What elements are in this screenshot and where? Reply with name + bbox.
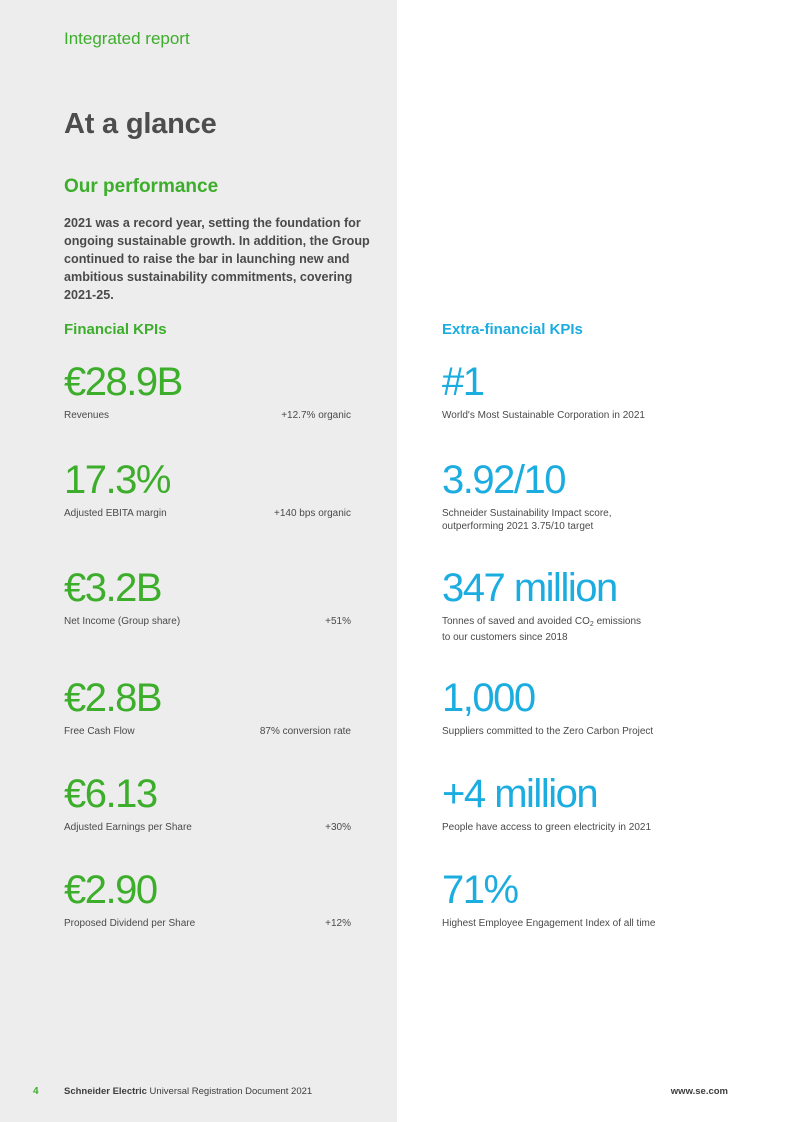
kpi-value: 3.92/10 xyxy=(442,458,566,502)
subheading: Our performance xyxy=(64,176,219,197)
footer-doc-name: Universal Registration Document 2021 xyxy=(149,1086,313,1097)
kpi-description: World's Most Sustainable Corporation in … xyxy=(442,409,742,422)
kpi-description-line: outperforming 2021 3.75/10 target xyxy=(442,521,594,532)
kpi-eps: €6.13 Adjusted Earnings per Share +30% xyxy=(64,773,351,834)
financial-kpis-heading: Financial KPIs xyxy=(64,321,167,338)
kpi-change: +12% xyxy=(325,918,351,929)
kpi-value: €6.13 xyxy=(64,772,158,816)
kpi-change: +51% xyxy=(325,616,351,627)
footer-document-title: Schneider Electric Universal Registratio… xyxy=(64,1086,312,1097)
kpi-value: +4 million xyxy=(442,772,599,816)
kpi-description: People have access to green electricity … xyxy=(442,821,742,834)
kpi-sustainable-corporation: #1 World's Most Sustainable Corporation … xyxy=(442,361,742,422)
kpi-dividend: €2.90 Proposed Dividend per Share +12% xyxy=(64,869,351,930)
kpi-change: +140 bps organic xyxy=(273,508,351,519)
kpi-description: Tonnes of saved and avoided CO2 emission… xyxy=(442,615,742,644)
kpi-description-line: Highest Employee Engagement Index of all… xyxy=(442,918,656,929)
kpi-value: €3.2B xyxy=(64,566,163,610)
kpi-change: +12.7% organic xyxy=(281,410,351,421)
kpi-description-line: People have access to green electricity … xyxy=(442,822,652,833)
kpi-employee-engagement: 71% Highest Employee Engagement Index of… xyxy=(442,869,742,930)
kpi-net-income: €3.2B Net Income (Group share) +51% xyxy=(64,567,351,628)
kpi-suppliers: 1,000 Suppliers committed to the Zero Ca… xyxy=(442,677,742,738)
kpi-caption: Adjusted EBITA margin +140 bps organic xyxy=(64,507,351,520)
footer-brand-name: Schneider Electric xyxy=(64,1086,147,1097)
kpi-free-cash-flow: €2.8B Free Cash Flow 87% conversion rate xyxy=(64,677,351,738)
intro-paragraph: 2021 was a record year, setting the foun… xyxy=(64,216,370,302)
kpi-change: 87% conversion rate xyxy=(259,726,351,737)
kpi-description-suffix: emissions xyxy=(593,616,642,627)
kpi-description-line: to our customers since 2018 xyxy=(442,632,568,643)
section-label: Integrated report xyxy=(64,29,190,48)
kpi-caption: Net Income (Group share) +51% xyxy=(64,615,351,628)
kpi-label: Net Income (Group share) xyxy=(64,616,181,627)
kpi-value: €2.8B xyxy=(64,676,163,720)
kpi-label: Adjusted Earnings per Share xyxy=(64,822,192,833)
kpi-value: €28.9B xyxy=(64,360,183,404)
kpi-description: Schneider Sustainability Impact score, o… xyxy=(442,507,742,533)
kpi-caption: Adjusted Earnings per Share +30% xyxy=(64,821,351,834)
kpi-description: Highest Employee Engagement Index of all… xyxy=(442,917,742,930)
kpi-green-electricity: +4 million People have access to green e… xyxy=(442,773,742,834)
kpi-co2-emissions: 347 million Tonnes of saved and avoided … xyxy=(442,567,742,644)
kpi-caption: Free Cash Flow 87% conversion rate xyxy=(64,725,351,738)
kpi-description-line: Suppliers committed to the Zero Carbon P… xyxy=(442,726,654,737)
footer-url: www.se.com xyxy=(670,1086,728,1097)
kpi-value: 347 million xyxy=(442,566,618,610)
subscript-2: 2 xyxy=(589,621,594,628)
kpi-label: Free Cash Flow xyxy=(64,726,135,737)
kpi-ebita-margin: 17.3% Adjusted EBITA margin +140 bps org… xyxy=(64,459,351,520)
page-number: 4 xyxy=(33,1086,39,1097)
kpi-label: Proposed Dividend per Share xyxy=(64,918,196,929)
kpi-description-line: Tonnes of saved and avoided CO xyxy=(442,616,590,627)
kpi-value: 1,000 xyxy=(442,676,536,720)
kpi-change: +30% xyxy=(325,822,351,833)
kpi-value: #1 xyxy=(442,360,485,404)
right-panel xyxy=(397,0,793,1122)
kpi-impact-score: 3.92/10 Schneider Sustainability Impact … xyxy=(442,459,742,533)
kpi-label: Revenues xyxy=(64,410,110,421)
kpi-caption: Proposed Dividend per Share +12% xyxy=(64,917,351,930)
kpi-description-line: Schneider Sustainability Impact score, xyxy=(442,508,612,519)
kpi-revenues: €28.9B Revenues +12.7% organic xyxy=(64,361,351,422)
kpi-description: Suppliers committed to the Zero Carbon P… xyxy=(442,725,742,738)
kpi-caption: Revenues +12.7% organic xyxy=(64,409,351,422)
kpi-value: 71% xyxy=(442,868,519,912)
kpi-value: 17.3% xyxy=(64,458,171,502)
kpi-label: Adjusted EBITA margin xyxy=(64,508,167,519)
kpi-value: €2.90 xyxy=(64,868,158,912)
extra-financial-kpis-heading: Extra-financial KPIs xyxy=(442,321,583,338)
left-panel xyxy=(0,0,397,1122)
page-title: At a glance xyxy=(64,108,217,140)
kpi-description-line: World's Most Sustainable Corporation in … xyxy=(442,410,645,421)
